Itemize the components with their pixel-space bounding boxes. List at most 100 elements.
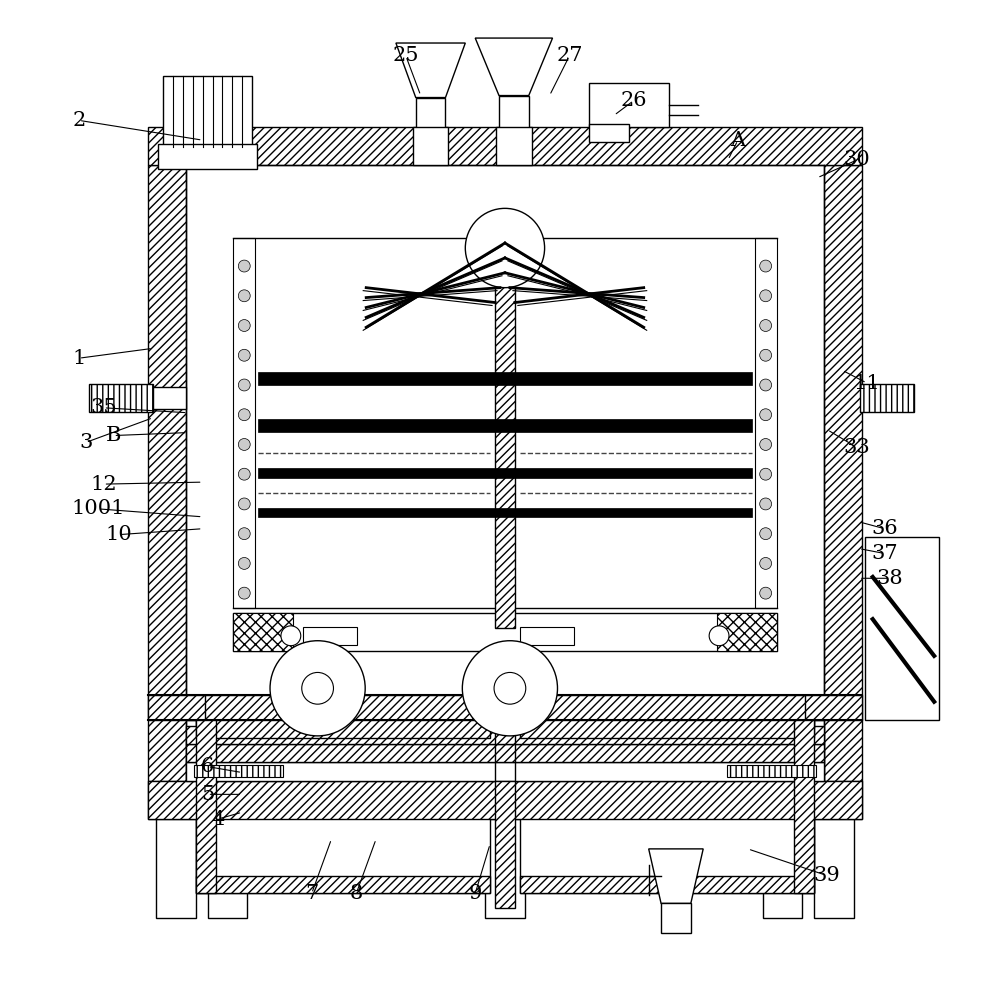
Bar [520,627,574,645]
Bar [717,613,777,651]
Text: 25: 25 [393,47,419,66]
Circle shape [238,320,250,331]
Bar [148,695,205,720]
Text: 7: 7 [305,884,318,903]
Bar [865,537,939,720]
Bar [258,468,752,478]
Bar [146,387,186,409]
Text: 30: 30 [843,150,870,170]
Bar [196,720,490,738]
Circle shape [760,587,772,599]
Bar [495,781,515,909]
Circle shape [238,558,250,570]
Bar [824,165,862,781]
Circle shape [760,528,772,540]
Text: 35: 35 [90,399,117,417]
Circle shape [494,673,526,704]
Bar [158,144,257,169]
Bar [89,384,153,412]
Bar [163,76,252,147]
Text: 9: 9 [469,884,482,903]
Circle shape [238,260,250,272]
Bar [196,720,216,894]
Circle shape [760,290,772,302]
Polygon shape [649,849,703,904]
Bar [233,613,293,651]
Text: 1001: 1001 [72,499,125,519]
Bar [186,744,824,761]
Text: 33: 33 [843,438,870,457]
Circle shape [465,209,545,287]
Bar [258,419,752,432]
Text: 38: 38 [876,569,903,587]
Bar [589,124,629,142]
Bar [303,627,357,645]
Circle shape [238,290,250,302]
Polygon shape [475,38,553,95]
Bar [186,761,824,781]
Bar [148,127,862,165]
Text: 1: 1 [72,349,85,368]
Bar [186,726,824,744]
Bar [499,95,529,155]
Text: 26: 26 [621,91,647,110]
Circle shape [760,320,772,331]
Circle shape [238,498,250,510]
Bar [495,239,515,628]
Bar [727,764,816,776]
Circle shape [760,558,772,570]
Circle shape [238,379,250,391]
Bar [805,695,862,720]
Text: A: A [730,130,745,150]
Bar [233,239,255,608]
Circle shape [281,626,301,646]
Circle shape [760,438,772,450]
Bar [413,127,448,165]
Bar [233,613,777,651]
Circle shape [760,498,772,510]
Bar [794,720,814,894]
Bar [258,372,752,385]
Circle shape [760,379,772,391]
Bar [589,83,669,127]
Text: 11: 11 [853,374,880,393]
Text: 2: 2 [72,111,85,130]
Circle shape [760,260,772,272]
Bar [814,819,854,918]
Bar [485,819,525,918]
Bar [496,127,532,165]
Circle shape [238,468,250,480]
Circle shape [302,673,333,704]
Circle shape [238,528,250,540]
Text: 6: 6 [201,757,214,776]
Bar [156,819,196,918]
Text: 10: 10 [105,525,132,544]
Text: 8: 8 [350,884,363,903]
Bar [148,781,862,819]
Bar [520,720,814,894]
Bar [763,819,802,918]
Bar [196,876,490,894]
Bar [186,695,824,720]
Bar [520,720,814,738]
Circle shape [238,409,250,420]
Bar [755,239,777,608]
Bar [258,508,752,518]
Polygon shape [396,43,465,97]
Circle shape [760,409,772,420]
Bar [196,720,490,894]
Circle shape [462,641,557,736]
Text: 5: 5 [201,785,214,804]
Circle shape [709,626,729,646]
Bar [661,904,691,933]
Text: 37: 37 [871,544,898,563]
Circle shape [760,349,772,361]
Bar [860,384,914,412]
Bar [208,819,247,918]
Bar [416,97,445,155]
Bar [148,781,862,819]
Text: 27: 27 [556,47,583,66]
Text: B: B [106,426,121,445]
Circle shape [270,641,365,736]
Text: 4: 4 [211,810,224,829]
